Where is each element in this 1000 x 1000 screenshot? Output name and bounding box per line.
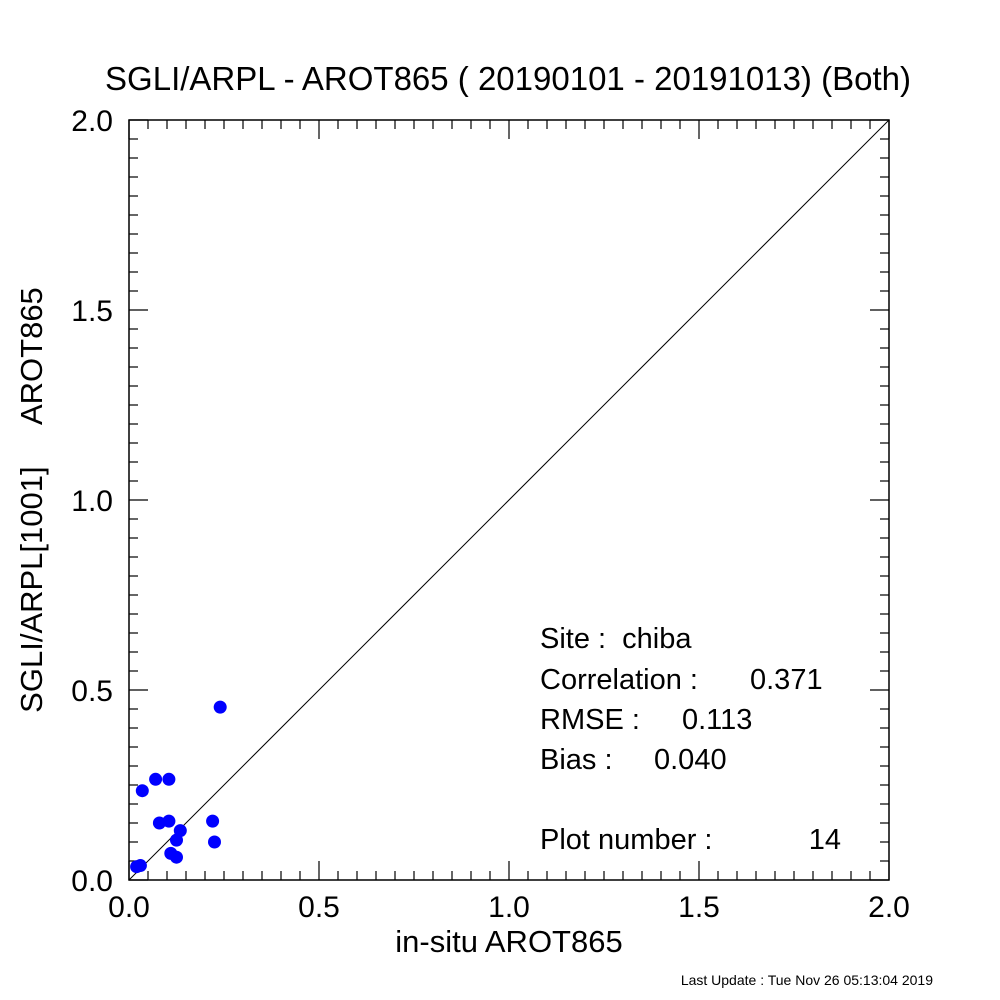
y-tick-label: 2.0 [71,105,113,138]
svg-text:RMSE :: RMSE : [540,704,640,736]
y-tick-label: 0.0 [71,865,113,898]
plot-number-label: Plot number : [540,824,712,856]
data-point [149,772,163,786]
x-tick-label: 0.0 [108,891,150,924]
svg-text:Bias :: Bias : [540,744,613,776]
x-tick-label: 2.0 [868,891,910,924]
svg-text:0.113: 0.113 [682,704,752,736]
data-points [130,700,227,874]
x-tick-label: 0.5 [298,891,340,924]
tick-marks [128,119,890,881]
rmse-value: 0.113 [682,704,752,736]
bias-value: 0.040 [654,744,727,776]
data-point [213,700,227,714]
y-tick-label: 0.5 [71,675,113,708]
y-tick-label: 1.0 [71,485,113,518]
svg-text:14: 14 [809,824,841,856]
bias-label: Bias : [540,744,613,776]
x-axis-label: in-situ AROT865 [395,924,622,959]
data-point [135,784,149,798]
y-tick-label: 1.5 [71,295,113,328]
svg-text:Correlation :: Correlation : [540,664,698,696]
data-point [206,814,220,828]
y-axis-label: SGLI/ARPL[1001] AROT865 [14,287,49,713]
data-point [162,814,176,828]
svg-text:Plot number :: Plot number : [540,824,712,856]
data-point [133,859,147,873]
data-point [173,824,187,838]
data-point [170,850,183,864]
site-label: Site : [540,623,606,655]
chart-title: SGLI/ARPL - AROT865 ( 20190101 - 2019101… [105,60,911,97]
stats-box: Site : chiba Correlation : 0.371 RMSE : … [540,623,841,856]
tick-labels: 0.0 0.5 1.0 1.5 2.0 0.0 0.5 1.0 1.5 2.0 [71,105,910,924]
correlation-label: Correlation : [540,664,698,696]
svg-text:0.371: 0.371 [750,664,823,696]
svg-text:Site : chiba: Site : chiba [540,623,692,655]
x-tick-label: 1.0 [488,891,530,924]
last-update-footer: Last Update : Tue Nov 26 05:13:04 2019 [681,972,933,988]
x-tick-label: 1.5 [678,891,720,924]
one-to-one-line [128,119,890,881]
plot-number-value: 14 [809,824,841,856]
site-value: chiba [622,623,692,655]
correlation-value: 0.371 [750,664,823,696]
rmse-label: RMSE : [540,704,640,736]
data-point [208,835,221,849]
plot-area-frame [128,119,890,881]
svg-text:0.040: 0.040 [654,744,727,776]
data-point [162,772,176,786]
